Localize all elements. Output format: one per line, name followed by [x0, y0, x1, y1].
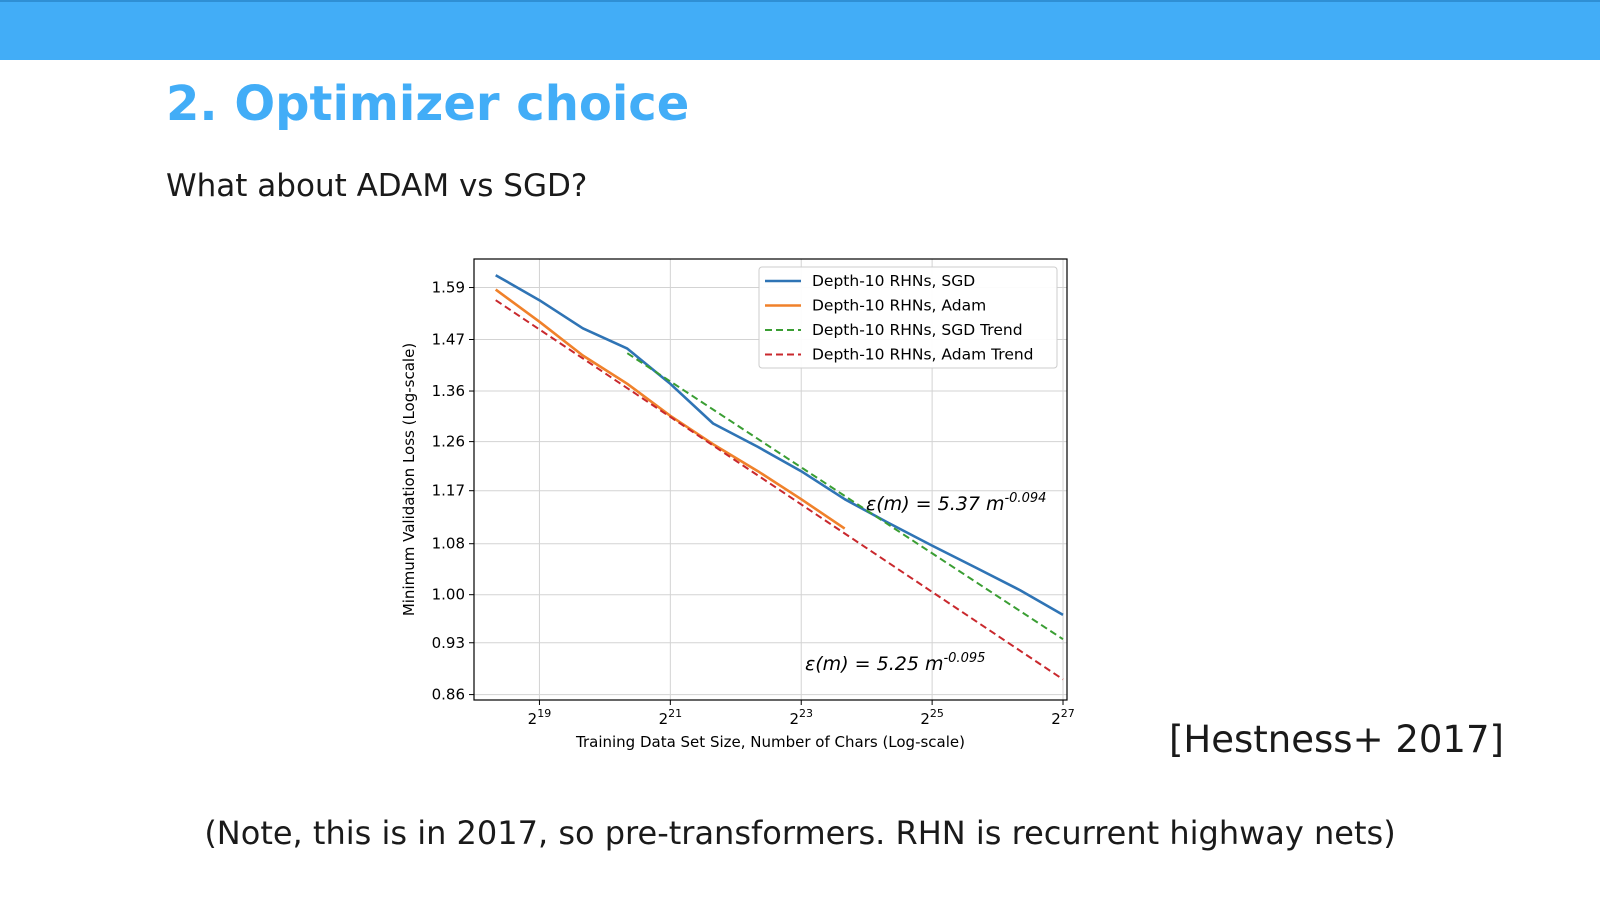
- x-tick-label: 221: [659, 707, 683, 728]
- y-tick-label: 1.08: [432, 535, 465, 553]
- chart-svg: 219 221 223 225 227 0.86 0.93 1.00 1.08 1.17 1.26 1…: [400, 258, 1075, 751]
- chart-ticks: 219 221 223 225 227 0.86 0.93 1.00 1.08 1.17 1.26 1…: [432, 279, 1075, 728]
- y-tick-label: 1.47: [432, 331, 465, 349]
- loss-chart: 219 221 223 225 227 0.86 0.93 1.00 1.08 1.17 1.26 1…: [400, 250, 1100, 780]
- legend-label: Depth-10 RHNs, Adam: [812, 297, 986, 315]
- series-line-1: [495, 274, 1064, 617]
- slide-title: 2. Optimizer choice: [166, 76, 690, 132]
- y-tick-label: 0.93: [432, 634, 465, 652]
- fit-equation: ε(m) = 5.25 m-0.095: [805, 651, 985, 675]
- y-tick-label: 1.59: [432, 279, 465, 297]
- series-line-4: [495, 299, 1064, 681]
- chart-legend: Depth-10 RHNs, SGD Depth-10 RHNs, Adam Dep…: [758, 266, 1058, 369]
- fit-annotations: ε(m) = 5.37 m-0.094 ε(m) = 5.25 m-0.095: [805, 491, 1046, 675]
- citation: [Hestness+ 2017]: [1169, 718, 1504, 761]
- plot-frame: [473, 258, 1068, 701]
- y-tick-label: 1.00: [432, 586, 465, 604]
- y-axis-label: Minimum Validation Loss (Log-scale): [400, 343, 418, 616]
- x-tick-label: 227: [1051, 707, 1075, 728]
- x-tick-label: 225: [920, 707, 944, 728]
- y-tick-label: 1.17: [432, 482, 465, 500]
- y-tick-label: 1.26: [432, 433, 465, 451]
- fit-equation: ε(m) = 5.37 m-0.094: [866, 491, 1046, 515]
- footnote: (Note, this is in 2017, so pre-transform…: [204, 814, 1396, 852]
- x-tick-label: 219: [528, 707, 552, 728]
- header-bar: [0, 0, 1600, 60]
- y-tick-label: 0.86: [432, 686, 465, 704]
- slide-subtitle: What about ADAM vs SGD?: [166, 168, 588, 204]
- legend-box: [758, 266, 1058, 369]
- legend-label: Depth-10 RHNs, Adam Trend: [812, 346, 1034, 364]
- y-tick-label: 1.36: [432, 382, 465, 400]
- chart-series: [494, 274, 1064, 681]
- x-tick-label: 223: [789, 707, 813, 728]
- x-axis-label: Training Data Set Size, Number of Chars …: [575, 733, 965, 751]
- legend-label: Depth-10 RHNs, SGD Trend: [812, 321, 1023, 339]
- legend-label: Depth-10 RHNs, SGD: [812, 272, 975, 290]
- series-line-3: [626, 352, 1064, 641]
